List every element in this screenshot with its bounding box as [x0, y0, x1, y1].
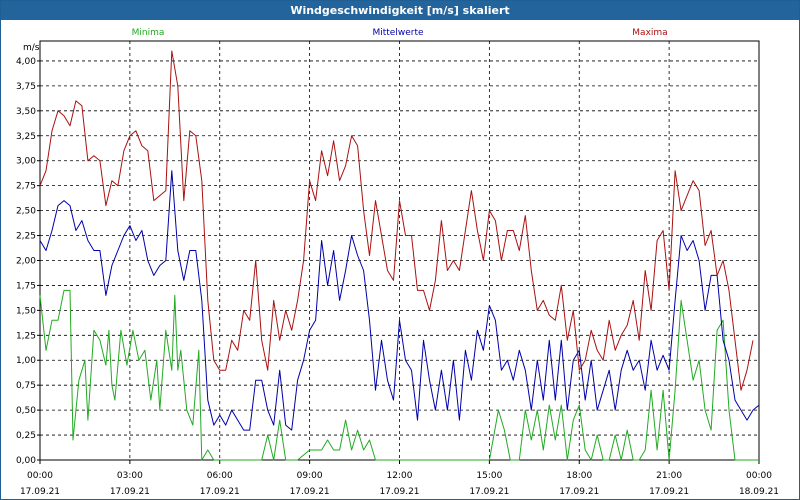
y-tick-label: 3,25: [16, 132, 36, 142]
y-axis-unit-label: m/s: [23, 43, 40, 53]
y-tick-label: 0,25: [16, 431, 36, 441]
x-tick-time-label: 21:00: [656, 471, 682, 481]
x-tick-time-label: 00:00: [746, 471, 772, 481]
y-tick-label: 3,75: [16, 82, 36, 92]
series-line-max: [39, 50, 754, 391]
y-tick-label: 1,00: [16, 356, 36, 366]
y-tick-label: 0,50: [16, 406, 36, 416]
legend-min: Minima: [132, 28, 165, 38]
y-tick-label: 2,75: [16, 182, 36, 192]
x-tick-date-label: 18.09.21: [739, 487, 779, 497]
x-tick-date-label: 17.09.21: [379, 487, 419, 497]
x-tick-time-label: 09:00: [297, 471, 323, 481]
y-tick-label: 0,00: [16, 456, 36, 466]
x-tick-date-label: 17.09.21: [290, 487, 330, 497]
x-tick-date-label: 17.09.21: [20, 487, 60, 497]
series-line-min: [39, 289, 759, 461]
x-tick-date-label: 17.09.21: [110, 487, 150, 497]
y-tick-label: 1,75: [16, 281, 36, 291]
legend-max: Maxima: [632, 28, 667, 38]
y-tick-label: 2,50: [16, 207, 36, 217]
window-title-bar: Windgeschwindigkeit [m/s] skaliert: [1, 1, 799, 20]
x-tick-date-label: 17.09.21: [559, 487, 599, 497]
y-tick-label: 2,00: [16, 256, 36, 266]
series-line-mean: [39, 170, 760, 431]
x-tick-date-label: 17.09.21: [200, 487, 240, 497]
y-tick-label: 2,25: [16, 232, 36, 242]
x-tick-date-label: 17.09.21: [649, 487, 689, 497]
y-tick-label: 3,50: [16, 107, 36, 117]
label-layer: 0,00 0,25 0,50 0,75 1,00 1,25 1,50 1,75 2,00 2,25…: [16, 28, 779, 497]
x-tick-time-label: 00:00: [27, 471, 53, 481]
series-layer: [39, 50, 760, 461]
legend-mean: Mittelwerte: [372, 28, 423, 38]
grid-layer: [40, 41, 759, 461]
y-tick-label: 1,25: [16, 331, 36, 341]
x-tick-time-label: 06:00: [207, 471, 233, 481]
y-tick-label: 0,75: [16, 381, 36, 391]
y-tick-label: 1,50: [16, 306, 36, 316]
x-tick-time-label: 12:00: [387, 471, 413, 481]
x-tick-date-label: 17.09.21: [469, 487, 509, 497]
y-tick-label: 3,00: [16, 157, 36, 167]
x-tick-time-label: 03:00: [117, 471, 143, 481]
y-tick-label: 4,00: [16, 57, 36, 67]
x-tick-time-label: 15:00: [476, 471, 502, 481]
axis-layer: [37, 40, 760, 464]
x-tick-time-label: 18:00: [566, 471, 592, 481]
